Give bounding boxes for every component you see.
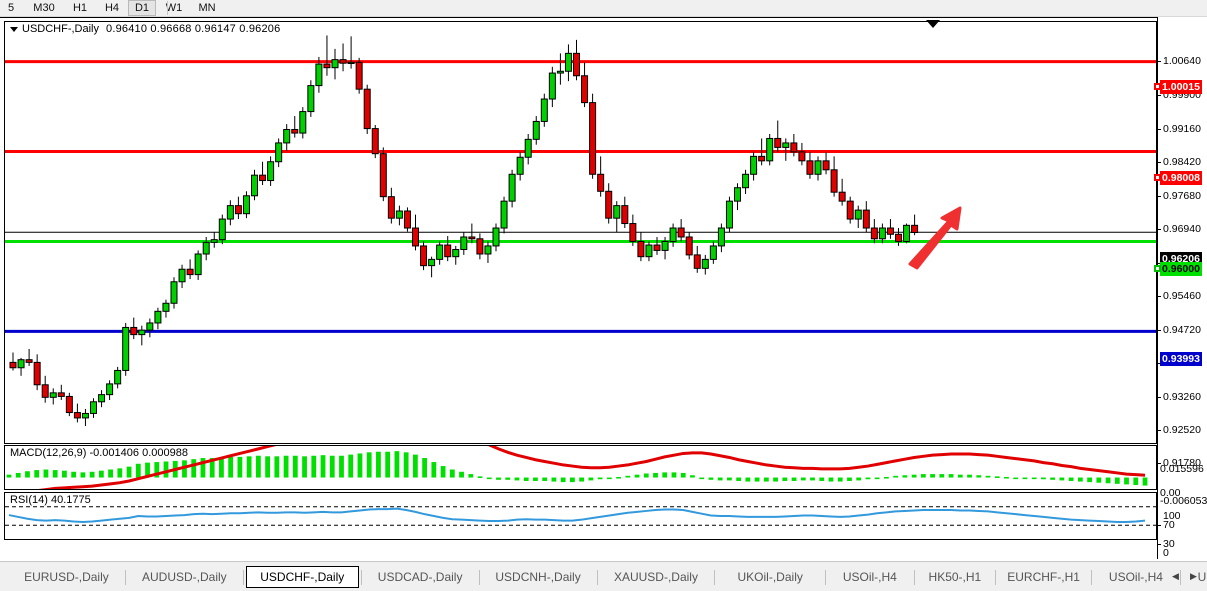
rsi-pane[interactable]: RSI(14) 40.1775 [4,492,1157,540]
level-drag-handle[interactable] [1154,83,1161,90]
level-drag-handle[interactable] [1154,174,1161,181]
tab-separator [124,570,126,585]
chart-tab-usdcnhdaily[interactable]: USDCNH-,Daily [495,570,581,584]
ohlc-values: 0.96410 0.96668 0.96147 0.96206 [106,23,281,35]
tab-scroll-left-icon[interactable]: ◀ [1172,571,1179,581]
tab-separator [242,570,244,585]
bullish-arrow-annotation[interactable] [908,206,962,270]
tab-separator [1091,570,1093,585]
timeframe-h4[interactable]: H4 [104,2,120,14]
tab-separator [596,570,598,585]
macd-pane[interactable]: MACD(12,26,9) -0.001406 0.000988 [4,445,1157,490]
macd-tick: -0.006053 [1160,495,1207,507]
chart-tab-eurusddaily[interactable]: EURUSD-,Daily [24,570,109,584]
tab-separator [825,570,826,585]
chart-tab-hk50h1[interactable]: HK50-,H1 [928,570,982,584]
level-drag-handle[interactable] [1154,265,1161,272]
macd-tick: 0.015596 [1160,463,1204,475]
price-pane[interactable]: USDCHF-,Daily 0.96410 0.96668 0.96147 0.9… [4,21,1157,444]
price-tick: 0.98420 [1158,156,1201,168]
timeframe-w1[interactable]: W1 [165,2,183,14]
price-tick: 1.00640 [1158,55,1201,67]
price-tick: 0.96940 [1158,223,1201,235]
timeframe-5[interactable]: 5 [7,2,15,14]
macd-plot [6,446,1148,489]
price-tick: 0.93260 [1158,391,1201,403]
chart-tab-usoilh4[interactable]: USOil-,H4 [842,570,897,584]
chart-tab-audusddaily[interactable]: AUDUSD-,Daily [141,570,227,584]
rsi-plot [5,506,1156,526]
price-tick: 0.99160 [1158,123,1201,135]
chart-tab-ukoilh4[interactable]: UKOil-,H4 [1197,570,1207,584]
price-tick: 0.97680 [1158,190,1201,202]
chart-tab-ukoildaily[interactable]: UKOil-,Daily [737,570,803,584]
timeframe-mn[interactable]: MN [198,2,216,14]
chart-tab-xauusddaily[interactable]: XAUUSD-,Daily [613,570,698,584]
toolbar-separator [167,1,168,15]
price-level-label-red[interactable]: 1.00015 [1160,80,1202,94]
tab-separator [913,570,915,585]
chart-tab-usdchfdaily[interactable]: USDCHF-,Daily [245,566,359,588]
chart-tab-bar[interactable]: EURUSD-,Daily AUDUSD-,Daily USDCHF-,Daily U… [0,561,1207,591]
tab-separator [714,570,716,585]
rsi-tick: 70 [1158,519,1175,531]
tab-separator [360,570,362,585]
top-marker-triangle-icon[interactable] [926,20,940,28]
tab-separator [1179,570,1181,585]
timeframe-m30[interactable]: M30 [33,2,55,14]
rsi-label: RSI(14) 40.1775 [9,494,92,506]
rsi-tick: 100 [1163,510,1181,522]
price-level-label-green[interactable]: 0.96000 [1160,262,1202,276]
macd-tick: 0.00 [1160,487,1181,499]
price-level-label-blue[interactable]: 0.93993 [1160,352,1202,366]
tab-separator [995,570,997,585]
price-tick: 0.94720 [1158,324,1201,336]
price-tick: 0.91780 [1158,457,1201,469]
timeframe-toolbar: 5 M30 H1 H4 D1 W1 MN [0,0,1207,17]
rsi-tick: 30 [1158,538,1175,550]
chart-area[interactable]: USDCHF-,Daily 0.96410 0.96668 0.96147 0.9… [0,17,1207,573]
chart-tab-eurchfh1[interactable]: EURCHF-,H1 [1007,570,1080,584]
symbol-label: USDCHF-,Daily [22,23,99,35]
collapse-triangle-icon[interactable] [10,26,18,32]
rsi-tick: 0 [1163,547,1169,559]
timeframe-h1[interactable]: H1 [72,2,88,14]
price-tick: 0.92520 [1158,424,1201,436]
chart-tab-usdcaddaily[interactable]: USDCAD-,Daily [377,570,463,584]
price-level-label-red[interactable]: 0.98008 [1160,171,1202,185]
tab-separator [478,570,480,585]
macd-label: MACD(12,26,9) -0.001406 0.000988 [9,447,189,459]
chart-tab-usoilh4[interactable]: USOil-,H4 [1108,570,1163,584]
tab-scroll-right-icon[interactable]: ▶ [1190,571,1197,581]
candlestick-plot [5,35,1156,426]
price-tick: 0.95460 [1158,290,1201,302]
price-pane-label: USDCHF-,Daily 0.96410 0.96668 0.96147 0.9… [9,23,282,35]
price-scale[interactable]: 1.00640 0.99900 0.99160 0.98420 0.97680 0.969… [1154,17,1207,559]
timeframe-d1[interactable]: D1 [128,0,156,16]
